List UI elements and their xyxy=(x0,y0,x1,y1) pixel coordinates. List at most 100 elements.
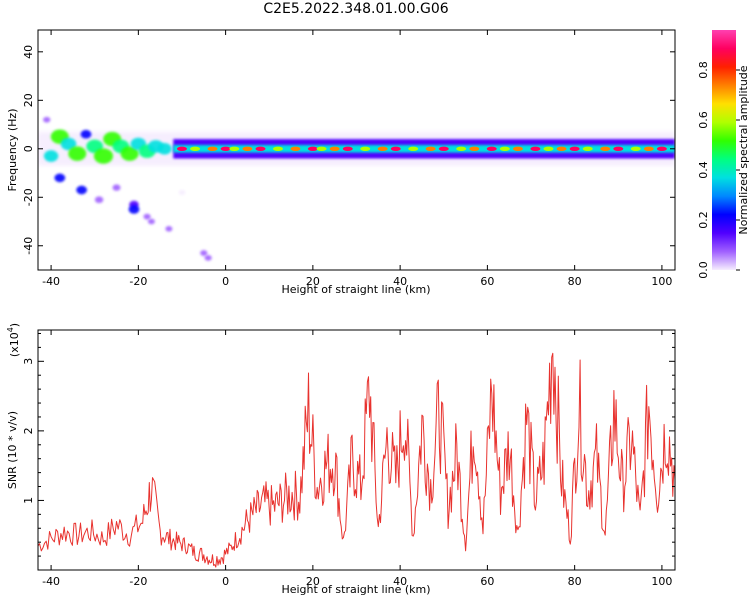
snr-x-ticks: -40 -20 0 20 40 60 80 100 xyxy=(42,330,672,588)
spectrogram-blob xyxy=(43,116,51,123)
x-tick-label: 100 xyxy=(651,575,672,588)
spectrogram-heatmap xyxy=(38,116,675,261)
colorbar-ticks: 0.0 0.2 0.4 0.6 0.8 xyxy=(697,61,740,279)
spectrogram-blob xyxy=(60,137,77,151)
y-tick-label: -40 xyxy=(22,237,35,255)
spectrogram-blob xyxy=(68,146,87,161)
spectrogram-ridge-peak xyxy=(220,146,231,151)
spectrogram-panel: -40 -20 0 20 40 60 80 100 -40 -20 0 20 40 Height of… xyxy=(6,29,676,296)
spectrogram-blob xyxy=(204,254,212,261)
colorbar-tick-label: 0.0 xyxy=(697,261,710,279)
page-title: C2E5.2022.348.01.00.G06 xyxy=(263,1,449,17)
x-tick-label: 80 xyxy=(568,275,582,288)
spectrogram-ridge-peak xyxy=(543,146,554,151)
spectrogram-ridge-peak xyxy=(329,146,340,151)
spectrogram-y-ticks: -40 -20 0 20 40 xyxy=(22,45,675,255)
spectrogram-ridge-peak xyxy=(569,146,580,151)
colorbar-tick-label: 0.4 xyxy=(697,161,710,179)
spectrogram-ridge-peak xyxy=(512,146,523,151)
x-tick-label: 0 xyxy=(222,275,229,288)
snr-series-line xyxy=(38,352,675,568)
spectrogram-ridge-peak xyxy=(290,146,301,151)
x-tick-label: 40 xyxy=(393,275,407,288)
spectrogram-ridge-peak xyxy=(556,146,567,151)
x-tick-label: 20 xyxy=(306,575,320,588)
spectrogram-blob xyxy=(93,148,114,164)
spectrogram-x-axis-label: Height of straight line (km) xyxy=(281,283,430,296)
x-tick-label: -40 xyxy=(42,275,60,288)
spectrogram-blob xyxy=(76,185,88,195)
y-tick-label: 1 xyxy=(22,497,35,504)
spectrogram-blob xyxy=(143,213,151,220)
spectrogram-blob xyxy=(157,143,172,155)
spectrogram-ridge-peak xyxy=(499,146,510,151)
spectrogram-ridge-peak xyxy=(486,146,497,151)
x-tick-label: 40 xyxy=(393,575,407,588)
spectrogram-ridge-peak xyxy=(425,146,436,151)
colorbar-tick-label: 0.8 xyxy=(697,61,710,79)
spectrogram-ridge-peak xyxy=(229,146,240,151)
snr-y-multiplier: (x104) xyxy=(6,323,21,357)
x-tick-label: -20 xyxy=(129,275,147,288)
spectrogram-blob xyxy=(200,250,208,256)
spectrogram-ridge-peak xyxy=(438,146,449,151)
y-tick-label: 2 xyxy=(22,427,35,434)
spectrogram-ridge-peak xyxy=(176,146,187,151)
spectrogram-ridge-peak xyxy=(582,146,593,151)
spectrogram-ridge-peak xyxy=(255,146,266,151)
spectrogram-ridge-peak xyxy=(390,146,401,151)
spectrogram-blob xyxy=(80,129,92,139)
snr-y-ticks: 1 2 3 xyxy=(22,332,675,557)
spectrogram-blob xyxy=(120,146,139,161)
x-tick-label: 100 xyxy=(651,275,672,288)
spectrogram-ridge-peak xyxy=(643,146,654,151)
spectrogram-ridge-peak xyxy=(207,146,218,151)
snr-frame xyxy=(37,329,676,571)
spectrogram-blob xyxy=(147,218,155,225)
spectrogram-ridge-peak xyxy=(342,146,353,151)
spectrogram-blob xyxy=(178,189,186,196)
spectrogram-blob xyxy=(94,196,104,204)
snr-x-axis-label: Height of straight line (km) xyxy=(281,583,430,596)
y-tick-label: 0 xyxy=(22,145,35,152)
spectrogram-ridge-peak xyxy=(600,146,611,151)
y-tick-label: 40 xyxy=(22,45,35,59)
x-tick-label: 60 xyxy=(480,575,494,588)
spectrogram-ridge-peak xyxy=(656,146,667,151)
spectrogram-ridge-peak xyxy=(242,146,253,151)
spectrogram-ridge-peak xyxy=(360,146,371,151)
spectrogram-frame xyxy=(37,29,676,271)
colorbar-label: Normalized spectral amplitude xyxy=(737,65,750,234)
spectrogram-blob xyxy=(54,173,66,183)
spectrogram-ridge-peak xyxy=(190,146,201,151)
spectrogram-blob xyxy=(165,226,173,232)
x-tick-label: 20 xyxy=(306,275,320,288)
spectrogram-ridge-peak xyxy=(469,146,480,151)
spectrogram-ridge-peak xyxy=(630,146,641,151)
spectrogram-ridge-peak xyxy=(272,146,283,151)
x-tick-label: -40 xyxy=(42,575,60,588)
spectrogram-blob xyxy=(43,150,59,162)
spectrogram-ridge-peak xyxy=(408,146,419,151)
x-tick-label: 80 xyxy=(568,575,582,588)
colorbar-tick-label: 0.2 xyxy=(697,211,710,229)
spectrogram-y-axis-label: Frequency (Hz) xyxy=(6,109,19,192)
snr-y-axis-label: SNR (10 * v/v) xyxy=(6,411,19,489)
colorbar-tick-label: 0.6 xyxy=(697,111,710,129)
y-tick-label: 20 xyxy=(22,93,35,107)
colorbar: 0.0 0.2 0.4 0.6 0.8 Normalized spectral ampl… xyxy=(697,30,750,279)
x-tick-label: 0 xyxy=(222,575,229,588)
spectrogram-ridge-peak xyxy=(530,146,541,151)
spectrogram-ridge-peak xyxy=(377,146,388,151)
x-tick-label: 60 xyxy=(480,275,494,288)
snr-panel: -40 -20 0 20 40 60 80 100 1 2 3 Height of straigh… xyxy=(6,323,676,596)
spectrogram-ridge-peak xyxy=(613,146,624,151)
band-center xyxy=(173,144,675,153)
x-tick-label: -20 xyxy=(129,575,147,588)
y-tick-label: -20 xyxy=(22,188,35,206)
spectrogram-x-ticks: -40 -20 0 20 40 60 80 100 xyxy=(42,30,672,288)
y-tick-label: 3 xyxy=(22,358,35,365)
spectrogram-blob xyxy=(128,205,140,214)
colorbar-gradient xyxy=(712,30,736,270)
